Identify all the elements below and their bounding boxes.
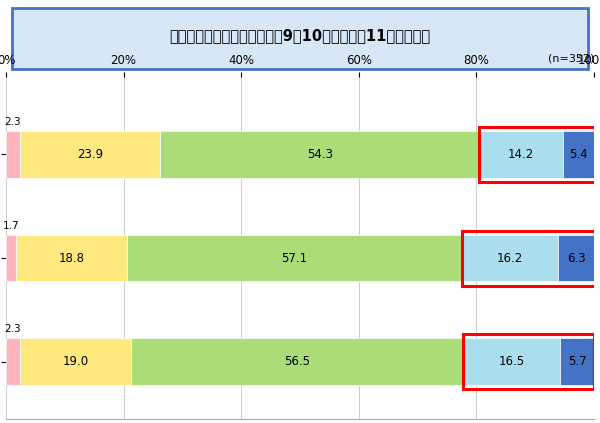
Bar <box>560 338 594 385</box>
Text: (n=352): (n=352) <box>548 53 594 63</box>
Bar <box>479 131 563 178</box>
Bar <box>20 338 131 385</box>
Bar <box>16 235 127 281</box>
Text: 2.3: 2.3 <box>4 117 21 127</box>
Bar <box>563 131 595 178</box>
Text: 2.3: 2.3 <box>4 324 21 334</box>
Bar <box>127 235 462 281</box>
Text: 5.7: 5.7 <box>568 355 587 368</box>
Bar <box>463 338 560 385</box>
Text: 18.8: 18.8 <box>58 252 84 265</box>
FancyBboxPatch shape <box>12 8 588 69</box>
Bar <box>6 235 16 281</box>
Bar <box>160 131 479 178</box>
Text: 車両の稼働の動向（前月比の9・10月実績及び11月見通し）: 車両の稼働の動向（前月比の9・10月実績及び11月見通し） <box>169 28 431 43</box>
Text: 19.0: 19.0 <box>62 355 88 368</box>
Text: 6.3: 6.3 <box>567 252 586 265</box>
Bar <box>6 131 20 178</box>
Bar <box>131 338 463 385</box>
Text: 56.5: 56.5 <box>284 355 310 368</box>
Bar <box>20 131 160 178</box>
Text: 14.2: 14.2 <box>508 148 534 161</box>
Text: 54.3: 54.3 <box>307 148 332 161</box>
Text: 16.5: 16.5 <box>499 355 525 368</box>
Text: 57.1: 57.1 <box>281 252 307 265</box>
Text: 5.4: 5.4 <box>569 148 588 161</box>
Text: 1.7: 1.7 <box>2 221 19 231</box>
Text: 16.2: 16.2 <box>497 252 523 265</box>
Bar <box>462 235 557 281</box>
Bar <box>557 235 595 281</box>
Bar <box>6 338 20 385</box>
Text: 23.9: 23.9 <box>77 148 103 161</box>
